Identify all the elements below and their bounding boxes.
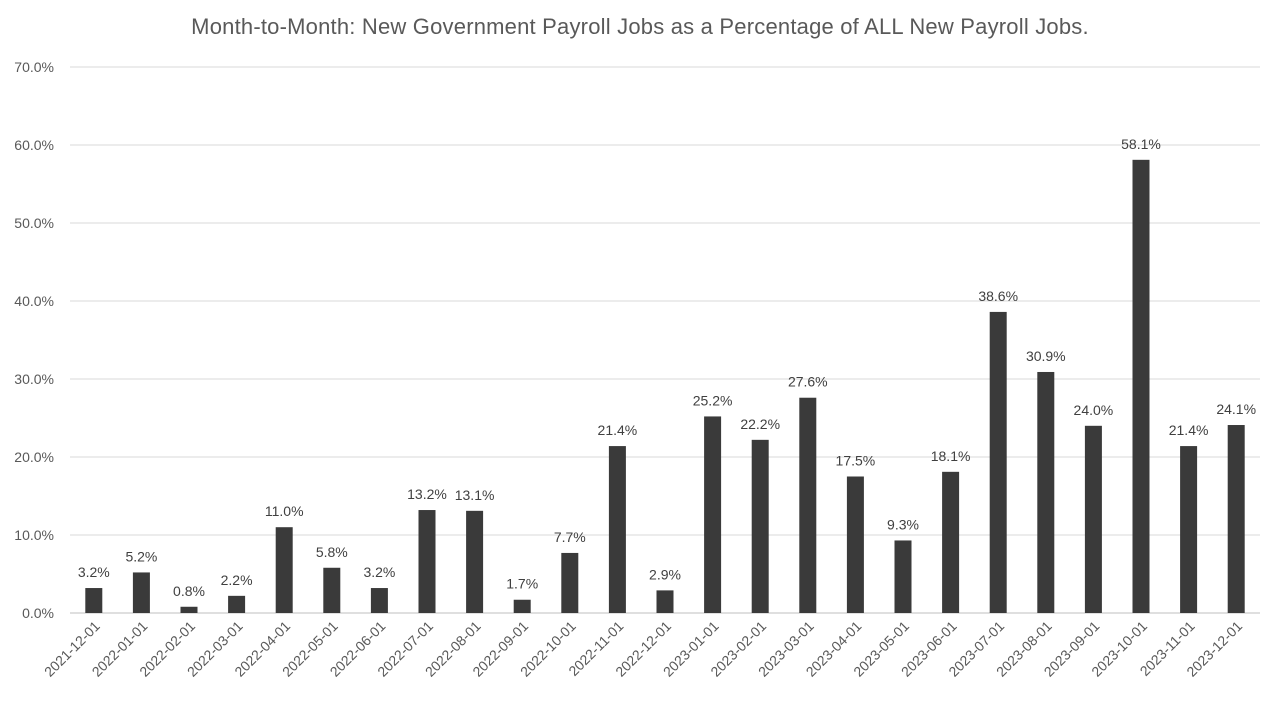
bar bbox=[513, 599, 531, 613]
data-label: 21.4% bbox=[598, 422, 638, 438]
bar bbox=[323, 567, 341, 613]
bar bbox=[180, 606, 198, 613]
y-tick-label: 0.0% bbox=[22, 605, 54, 621]
bar bbox=[608, 446, 626, 613]
data-label: 21.4% bbox=[1169, 422, 1209, 438]
data-label: 24.1% bbox=[1216, 401, 1256, 417]
data-label: 5.8% bbox=[316, 544, 348, 560]
bar bbox=[704, 416, 722, 613]
y-tick-label: 50.0% bbox=[14, 215, 54, 231]
data-label: 13.1% bbox=[455, 487, 495, 503]
bar bbox=[228, 595, 246, 613]
y-tick-label: 20.0% bbox=[14, 449, 54, 465]
data-label: 1.7% bbox=[506, 576, 538, 592]
data-label: 3.2% bbox=[78, 564, 110, 580]
bar bbox=[1132, 159, 1150, 613]
y-tick-label: 40.0% bbox=[14, 293, 54, 309]
data-label: 24.0% bbox=[1074, 402, 1114, 418]
data-label: 18.1% bbox=[931, 448, 971, 464]
bar bbox=[370, 588, 388, 613]
y-tick-label: 70.0% bbox=[14, 59, 54, 75]
data-label: 9.3% bbox=[887, 516, 919, 532]
data-label: 2.9% bbox=[649, 566, 681, 582]
bar bbox=[1037, 371, 1055, 613]
bar bbox=[942, 471, 960, 613]
chart-title: Month-to-Month: New Government Payroll J… bbox=[191, 14, 1089, 39]
bar bbox=[656, 590, 674, 613]
data-label: 38.6% bbox=[978, 288, 1018, 304]
data-label: 3.2% bbox=[363, 564, 395, 580]
data-label: 2.2% bbox=[221, 572, 253, 588]
data-label: 0.8% bbox=[173, 583, 205, 599]
y-tick-label: 10.0% bbox=[14, 527, 54, 543]
bar bbox=[85, 588, 103, 613]
data-label: 58.1% bbox=[1121, 136, 1161, 152]
bar bbox=[561, 552, 579, 613]
data-label: 25.2% bbox=[693, 392, 733, 408]
bar bbox=[418, 510, 436, 613]
bar bbox=[466, 510, 484, 613]
data-label: 13.2% bbox=[407, 486, 447, 502]
data-label: 11.0% bbox=[265, 503, 304, 519]
bar bbox=[132, 572, 150, 613]
bar bbox=[1227, 425, 1245, 613]
bar bbox=[1180, 446, 1198, 613]
bar bbox=[846, 476, 864, 613]
bar bbox=[1084, 425, 1102, 613]
bar bbox=[989, 311, 1007, 613]
bar bbox=[751, 439, 769, 613]
data-label: 5.2% bbox=[125, 548, 157, 564]
data-label: 22.2% bbox=[740, 416, 780, 432]
data-label: 7.7% bbox=[554, 529, 586, 545]
data-label: 17.5% bbox=[836, 453, 876, 469]
bar bbox=[275, 527, 293, 613]
data-label: 30.9% bbox=[1026, 348, 1066, 364]
data-label: 27.6% bbox=[788, 374, 828, 390]
y-tick-label: 60.0% bbox=[14, 137, 54, 153]
bar bbox=[799, 397, 817, 613]
bar bbox=[894, 540, 912, 613]
y-tick-label: 30.0% bbox=[14, 371, 54, 387]
